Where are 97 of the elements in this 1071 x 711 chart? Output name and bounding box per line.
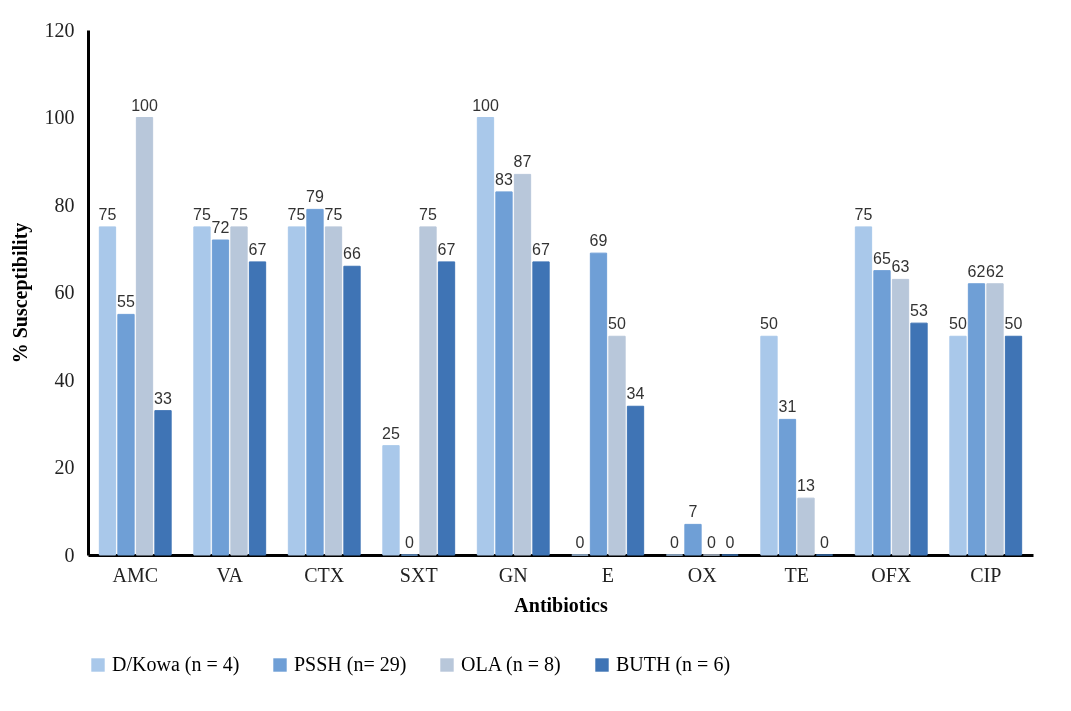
y-tick-label: 120 — [44, 18, 75, 41]
data-label: 50 — [760, 315, 778, 333]
data-label: 75 — [419, 205, 438, 223]
bar — [949, 335, 967, 556]
bar — [193, 226, 211, 556]
x-tick-label: OX — [687, 563, 718, 586]
data-label: 83 — [495, 170, 513, 188]
y-tick-label: 20 — [54, 456, 75, 478]
data-label: 67 — [248, 240, 267, 258]
bar — [248, 261, 267, 556]
data-label: 62 — [967, 262, 986, 280]
data-label: 75 — [193, 205, 211, 223]
data-label: 25 — [382, 424, 400, 442]
bar — [608, 335, 626, 556]
bar — [287, 226, 306, 556]
data-label: 0 — [575, 534, 585, 551]
bar — [626, 405, 645, 556]
x-tick-label: CTX — [304, 563, 345, 586]
y-tick-label: 40 — [54, 368, 75, 391]
x-tick-label: OFX — [871, 563, 912, 586]
data-label: 55 — [117, 293, 135, 311]
bar — [967, 283, 986, 556]
data-label: 0 — [820, 534, 830, 551]
data-label: 7 — [688, 503, 698, 521]
bar — [135, 117, 154, 556]
x-tick-label: SXT — [399, 563, 438, 586]
x-axis-title: Antibiotics — [514, 593, 608, 616]
bar — [684, 523, 702, 556]
bar — [437, 261, 456, 556]
x-tick-label: AMC — [112, 563, 159, 586]
bar — [873, 270, 891, 556]
bar — [343, 265, 361, 556]
data-label: 100 — [131, 96, 158, 114]
y-tick-label: 80 — [54, 193, 75, 216]
data-label: 75 — [287, 205, 306, 223]
legend-label: PSSH (n= 29) — [294, 653, 407, 676]
data-label: 13 — [797, 477, 816, 495]
bar — [117, 313, 135, 556]
bar — [495, 191, 513, 556]
x-tick-label: E — [601, 563, 614, 586]
legend-label: OLA (n = 8) — [461, 653, 561, 676]
x-tick-label: GN — [498, 563, 528, 586]
bar — [211, 239, 230, 556]
data-label: 53 — [910, 302, 929, 320]
bar — [589, 252, 608, 556]
data-label: 72 — [211, 219, 230, 236]
data-label: 79 — [306, 188, 324, 206]
bar — [797, 497, 815, 556]
data-label: 69 — [589, 232, 608, 250]
legend-label: BUTH (n = 6) — [616, 653, 731, 676]
data-label: 0 — [725, 534, 735, 551]
bar — [532, 261, 550, 556]
data-label: 67 — [532, 240, 551, 258]
bar — [230, 226, 248, 556]
bar — [98, 226, 117, 556]
bar — [382, 445, 400, 556]
data-label: 62 — [986, 262, 1005, 280]
y-tick-label: 100 — [44, 106, 75, 128]
bar — [306, 208, 324, 556]
bar — [513, 173, 532, 556]
bar — [476, 117, 495, 556]
bar — [910, 322, 928, 556]
data-label: 87 — [513, 153, 532, 171]
bar — [324, 226, 343, 556]
data-label: 33 — [154, 389, 173, 407]
data-label: 66 — [343, 245, 362, 263]
legend-label: D/Kowa (n = 4) — [112, 653, 240, 676]
y-tick-label: 0 — [64, 543, 75, 566]
data-label: 75 — [98, 205, 117, 223]
bar — [1004, 335, 1023, 556]
data-label: 50 — [949, 315, 967, 333]
x-tick-label: CIP — [970, 563, 1002, 586]
bar — [154, 410, 172, 556]
bar — [891, 278, 910, 556]
bar — [854, 226, 873, 556]
y-tick-label: 60 — [54, 281, 75, 303]
data-label: 75 — [230, 205, 249, 223]
data-label: 50 — [608, 315, 627, 333]
bar — [419, 226, 437, 556]
x-tick-label: TE — [784, 563, 809, 586]
data-label: 34 — [626, 385, 645, 403]
data-label: 67 — [437, 240, 456, 258]
y-axis-title: % Susceptibility — [8, 222, 32, 364]
data-label: 75 — [854, 205, 873, 223]
bar — [778, 418, 797, 556]
bar — [760, 335, 778, 556]
data-label: 63 — [891, 258, 910, 276]
data-label: 31 — [778, 398, 797, 416]
data-label: 0 — [670, 534, 680, 551]
bar — [986, 283, 1004, 556]
data-label: 100 — [472, 96, 499, 114]
data-label: 0 — [405, 534, 415, 551]
x-tick-label: VA — [216, 563, 244, 586]
data-label: 0 — [707, 534, 717, 551]
data-label: 65 — [873, 249, 891, 267]
data-label: 50 — [1004, 315, 1023, 333]
data-label: 75 — [324, 205, 343, 223]
